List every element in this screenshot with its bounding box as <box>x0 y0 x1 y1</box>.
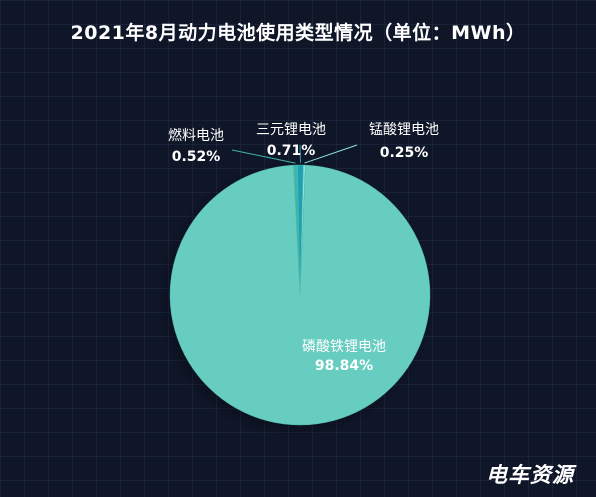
leader-line-1 <box>299 144 302 164</box>
leader-line-0 <box>231 149 296 164</box>
slice-value-label-3: 98.84% <box>315 358 373 374</box>
chart-title: 2021年8月动力电池使用类型情况（单位：MWh） <box>70 22 526 44</box>
watermark-logo: 电车资源 <box>486 463 574 487</box>
slice-name-label-0: 燃料电池 <box>168 127 224 144</box>
slice-value-label-2: 0.25% <box>380 145 429 161</box>
slice-name-label-3: 磷酸铁锂电池 <box>302 339 386 355</box>
pie-slice-3 <box>169 164 431 426</box>
slice-value-label-0: 0.52% <box>172 149 221 165</box>
slice-value-label-1: 0.71% <box>267 143 316 159</box>
leader-line-2 <box>304 144 358 164</box>
slice-name-label-1: 三元锂电池 <box>256 122 326 138</box>
slice-name-label-2: 锰酸锂电池 <box>369 122 439 138</box>
